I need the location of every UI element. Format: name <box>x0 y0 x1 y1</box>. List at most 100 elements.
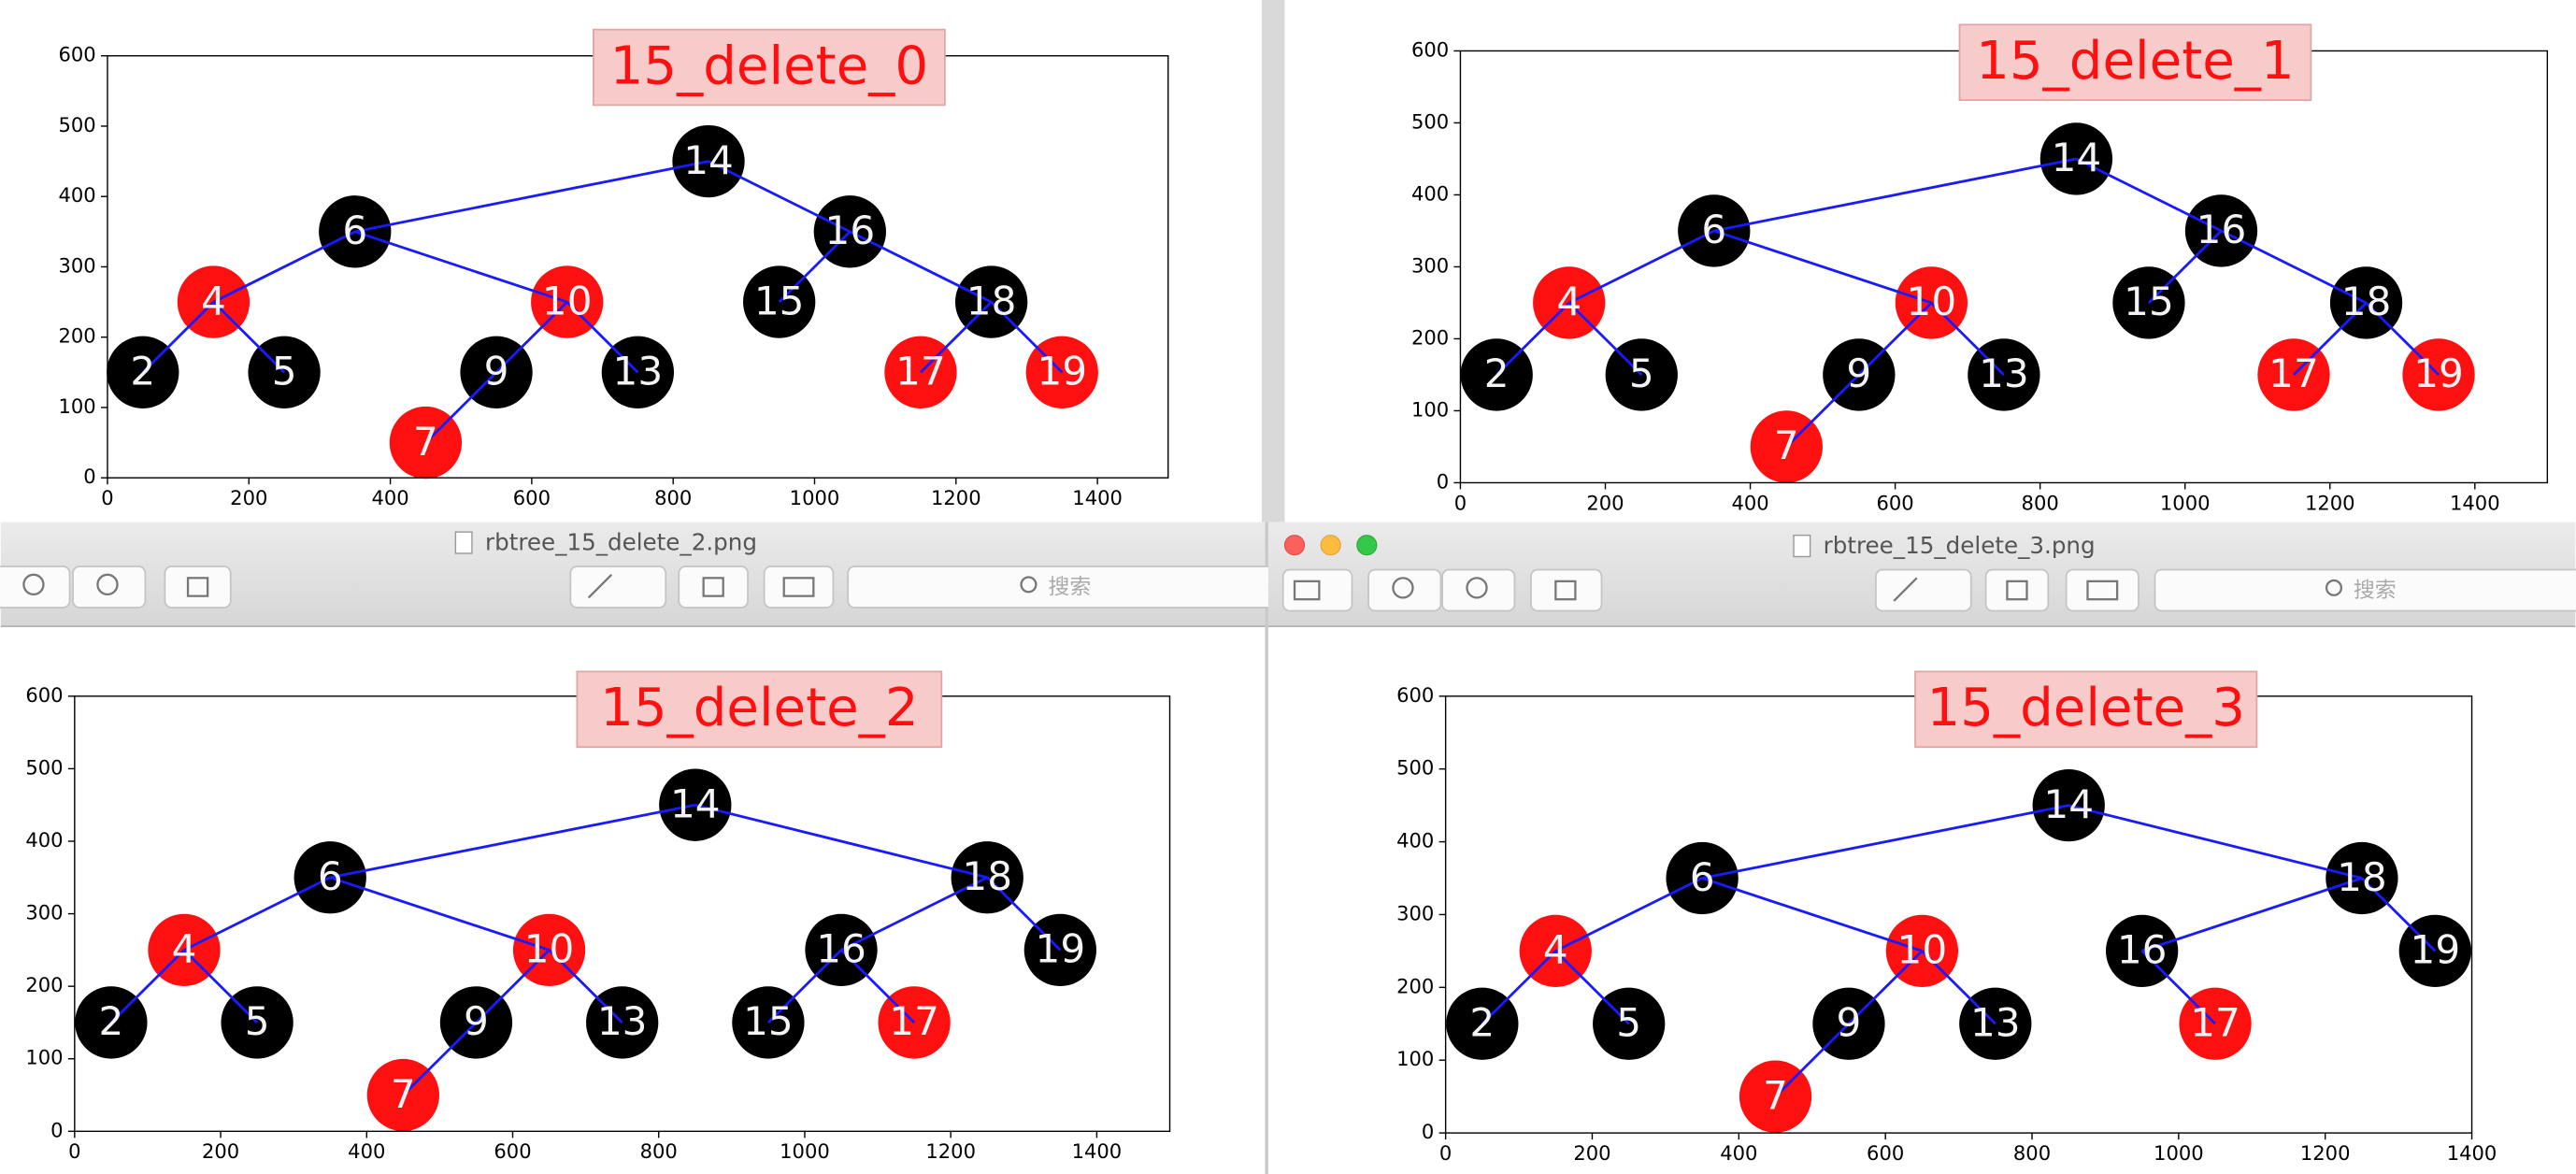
icon <box>22 573 45 596</box>
y-tick-label: 100 <box>1411 397 1449 421</box>
zoom-button[interactable] <box>1356 535 1378 556</box>
x-tick-label: 1400 <box>2450 491 2500 514</box>
icon <box>2006 580 2028 601</box>
tree-edge <box>1481 950 1557 1025</box>
node-label: 13 <box>597 998 648 1044</box>
x-tick-label: 1200 <box>925 1139 976 1163</box>
window-top-right <box>1284 0 2576 523</box>
x-tick-label: 600 <box>494 1139 531 1163</box>
markup-button[interactable] <box>569 566 667 608</box>
tree-edge <box>1568 229 1715 305</box>
zoom-out-button[interactable] <box>0 566 71 608</box>
x-tick-label: 400 <box>348 1139 385 1163</box>
node-label: 18 <box>2341 279 2392 324</box>
node-label: 13 <box>1979 351 2029 396</box>
y-tick-label: 400 <box>58 183 95 207</box>
x-tick-label: 600 <box>1877 491 1914 514</box>
share-button[interactable] <box>164 566 232 608</box>
node-label: 18 <box>962 853 1012 899</box>
node-label: 7 <box>413 419 438 465</box>
tree-edge <box>849 230 993 304</box>
x-tick-label: 0 <box>68 1139 80 1163</box>
node-label: 17 <box>2268 351 2319 396</box>
toolbox-button[interactable] <box>2065 568 2140 612</box>
tree-edge <box>694 803 988 880</box>
tree-edge <box>109 949 185 1024</box>
tree-edge <box>1847 950 1924 1025</box>
rotate-button[interactable] <box>678 566 749 608</box>
node-label: 5 <box>245 998 270 1044</box>
node-label: 16 <box>825 208 876 253</box>
x-tick-label: 800 <box>640 1139 678 1163</box>
close-button[interactable] <box>1283 535 1306 556</box>
search-field[interactable] <box>2154 568 2576 612</box>
icon <box>96 573 119 596</box>
icon <box>782 577 815 597</box>
desktop-gap <box>1265 522 1268 1174</box>
node-label: 5 <box>1629 351 1654 396</box>
file-icon <box>1793 534 1811 558</box>
node-label: 10 <box>542 278 593 323</box>
icon <box>1554 580 1577 601</box>
tree-edge <box>1554 950 1630 1025</box>
tree-edge <box>1930 301 2005 376</box>
icon <box>1293 580 1321 601</box>
window-title: rbtree_15_delete_2.png <box>485 528 757 555</box>
search-icon <box>2325 579 2343 596</box>
node-label: 7 <box>1774 422 1799 468</box>
tree-edge <box>212 230 356 304</box>
tree-edge <box>2068 804 2363 880</box>
icon <box>1893 577 1918 602</box>
tree-edge <box>840 876 988 952</box>
node-label: 2 <box>1484 351 1510 396</box>
toolbox-button[interactable] <box>763 566 835 608</box>
icon <box>2086 580 2119 601</box>
y-tick-label: 100 <box>25 1046 63 1069</box>
tree-edge <box>183 876 331 952</box>
x-tick-label: 1000 <box>790 486 840 509</box>
share-button[interactable] <box>1530 568 1603 612</box>
icon <box>702 577 724 597</box>
x-tick-label: 1000 <box>2160 491 2211 514</box>
tree-edge <box>1554 877 1703 952</box>
node-label: 14 <box>2052 135 2102 180</box>
node-label: 13 <box>1970 1000 2021 1046</box>
markup-button[interactable] <box>1875 568 1972 612</box>
chart: 0 200 400 600 800 1000 1200 1400 0 100 200 300 400 50… <box>58 28 1169 509</box>
icon <box>1392 577 1414 599</box>
node-label: 16 <box>816 926 866 972</box>
y-tick-label: 300 <box>58 253 95 277</box>
tree-edge <box>766 949 843 1024</box>
zoom-out-button[interactable] <box>1367 568 1442 612</box>
y-tick-label: 500 <box>25 755 63 779</box>
x-tick-label: 800 <box>2022 491 2059 514</box>
tree-edge <box>990 301 1064 374</box>
zoom-in-button[interactable] <box>72 566 147 608</box>
node-label: 19 <box>2411 927 2461 973</box>
minimize-button[interactable] <box>1320 535 1341 556</box>
node-label: 15 <box>743 998 794 1044</box>
node-label: 2 <box>1469 1000 1495 1046</box>
node-label: 9 <box>484 349 509 394</box>
sidebar-button[interactable] <box>1281 568 1353 612</box>
rotate-button[interactable] <box>1984 568 2050 612</box>
y-tick-label: 300 <box>25 901 63 924</box>
tree-edge <box>424 371 498 444</box>
node-label: 17 <box>889 998 939 1044</box>
x-tick-label: 200 <box>230 486 267 509</box>
x-tick-label: 600 <box>513 486 551 509</box>
y-tick-label: 0 <box>1422 1120 1434 1143</box>
node-label: 7 <box>391 1071 416 1117</box>
node-label: 15 <box>754 278 805 323</box>
title-box <box>1914 670 2258 749</box>
y-tick-label: 500 <box>1411 109 1449 133</box>
node-label: 6 <box>1701 207 1726 252</box>
node-label: 4 <box>1543 927 1568 973</box>
zoom-in-button[interactable] <box>1441 568 1516 612</box>
x-tick-label: 1200 <box>931 486 981 509</box>
tree-edge <box>2365 301 2440 376</box>
node-label: 18 <box>2337 854 2387 900</box>
chart: 0 200 400 600 800 1000 1200 1400 0 100 200 300 400 50… <box>1396 670 2497 1165</box>
y-tick-label: 400 <box>25 828 63 852</box>
